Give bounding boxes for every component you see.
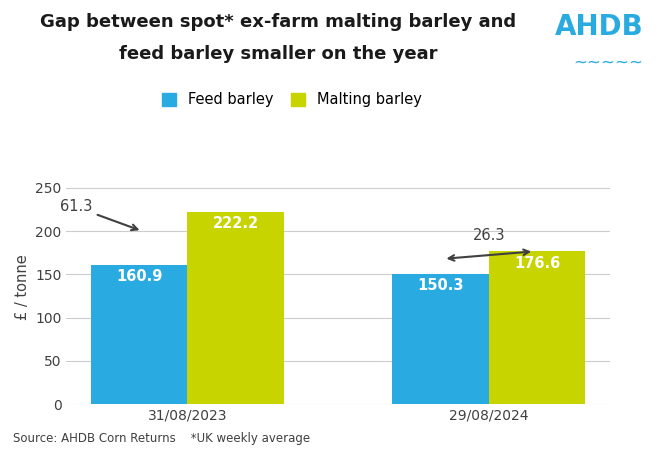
Text: 61.3: 61.3 bbox=[60, 199, 137, 230]
Bar bbox=[489, 251, 585, 404]
Bar bbox=[188, 212, 284, 404]
Text: ~~~~~: ~~~~~ bbox=[573, 54, 643, 72]
Y-axis label: £ / tonne: £ / tonne bbox=[15, 255, 30, 320]
Text: feed barley smaller on the year: feed barley smaller on the year bbox=[119, 45, 438, 63]
Text: 222.2: 222.2 bbox=[213, 216, 259, 231]
Text: 26.3: 26.3 bbox=[473, 228, 505, 243]
Text: AHDB: AHDB bbox=[554, 13, 643, 41]
Legend: Feed barley, Malting barley: Feed barley, Malting barley bbox=[157, 88, 426, 112]
Text: 150.3: 150.3 bbox=[417, 278, 464, 294]
Text: 160.9: 160.9 bbox=[116, 269, 162, 284]
Bar bbox=[91, 265, 188, 404]
Bar bbox=[392, 274, 489, 404]
Text: 176.6: 176.6 bbox=[514, 256, 560, 271]
Text: Source: AHDB Corn Returns    *UK weekly average: Source: AHDB Corn Returns *UK weekly ave… bbox=[13, 431, 310, 445]
Text: Gap between spot* ex-farm malting barley and: Gap between spot* ex-farm malting barley… bbox=[40, 13, 516, 31]
